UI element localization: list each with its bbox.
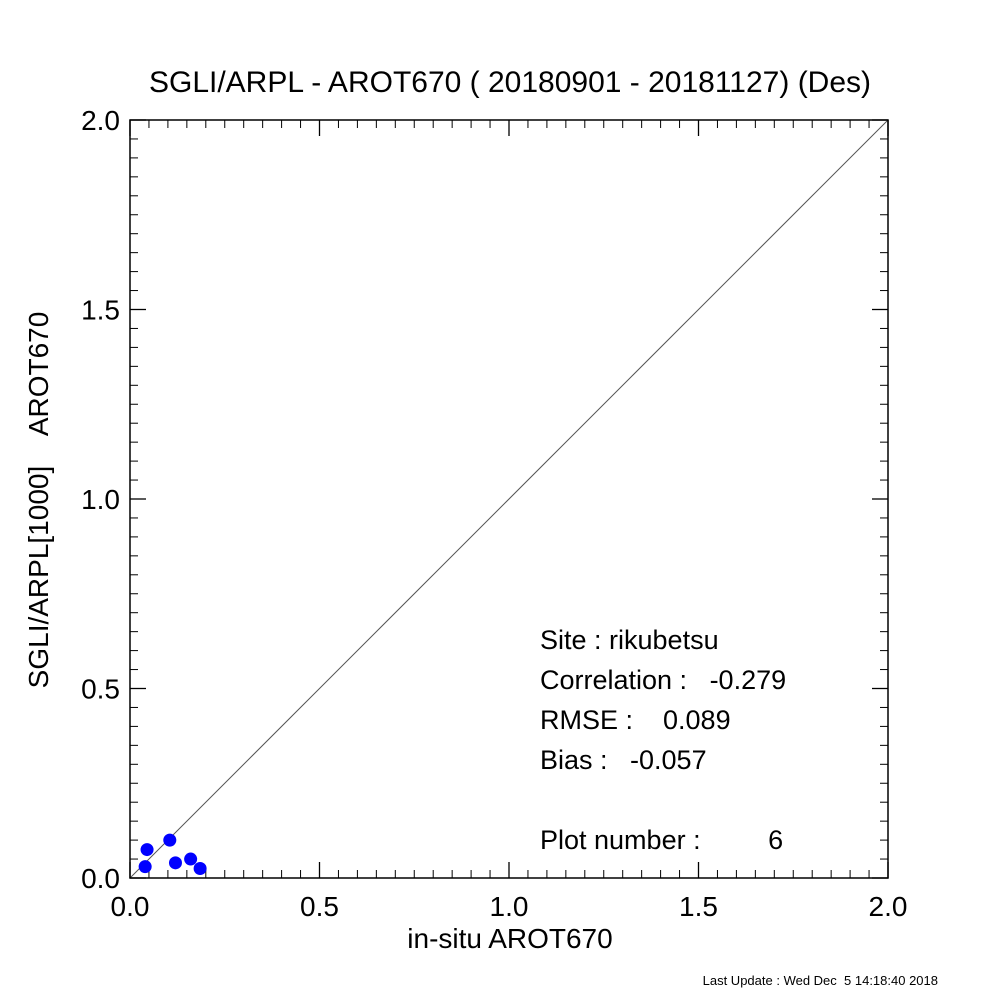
- minor-ticks: [130, 120, 888, 878]
- tick-labels: 0.0 0.5 1.0 1.5 2.0 0.0 0.5 1.0 1.5 2.0: [81, 105, 907, 922]
- bias-label: Bias : -0.057: [540, 745, 707, 775]
- y-tick-label: 1.0: [81, 484, 120, 515]
- y-tick-label: 1.5: [81, 295, 120, 326]
- one-to-one-line: [129, 119, 889, 879]
- x-tick-label: 1.5: [679, 891, 718, 922]
- x-tick-label: 0.5: [300, 891, 339, 922]
- data-point: [168, 856, 182, 870]
- correlation-label: Correlation : -0.279: [540, 665, 786, 695]
- chart-title: SGLI/ARPL - AROT670 ( 20180901 - 2018112…: [149, 66, 871, 99]
- y-tick-label: 2.0: [81, 105, 120, 136]
- plot-frame: [129, 119, 889, 879]
- last-update-footer: Last Update : Wed Dec 5 14:18:40 2018: [703, 973, 938, 988]
- rmse-label: RMSE : 0.089: [540, 705, 731, 735]
- y-tick-label: 0.0: [81, 863, 120, 894]
- data-point: [140, 843, 154, 857]
- x-tick-label: 1.0: [490, 891, 529, 922]
- stats-annotation: Site : rikubetsu Correlation : -0.279 RM…: [540, 625, 786, 855]
- x-axis-label: in-situ AROT670: [407, 923, 612, 954]
- data-point: [163, 833, 177, 847]
- y-tick-label: 0.5: [81, 674, 120, 705]
- data-point: [138, 860, 152, 874]
- site-label: Site : rikubetsu: [540, 625, 719, 655]
- data-points: [138, 833, 207, 876]
- x-tick-label: 0.0: [111, 891, 150, 922]
- data-point: [193, 862, 207, 876]
- data-point: [184, 852, 198, 866]
- y-axis-label: SGLI/ARPL[1000] AROT670: [23, 312, 54, 689]
- x-tick-label: 2.0: [869, 891, 908, 922]
- plot-number-label: Plot number : 6: [540, 825, 783, 855]
